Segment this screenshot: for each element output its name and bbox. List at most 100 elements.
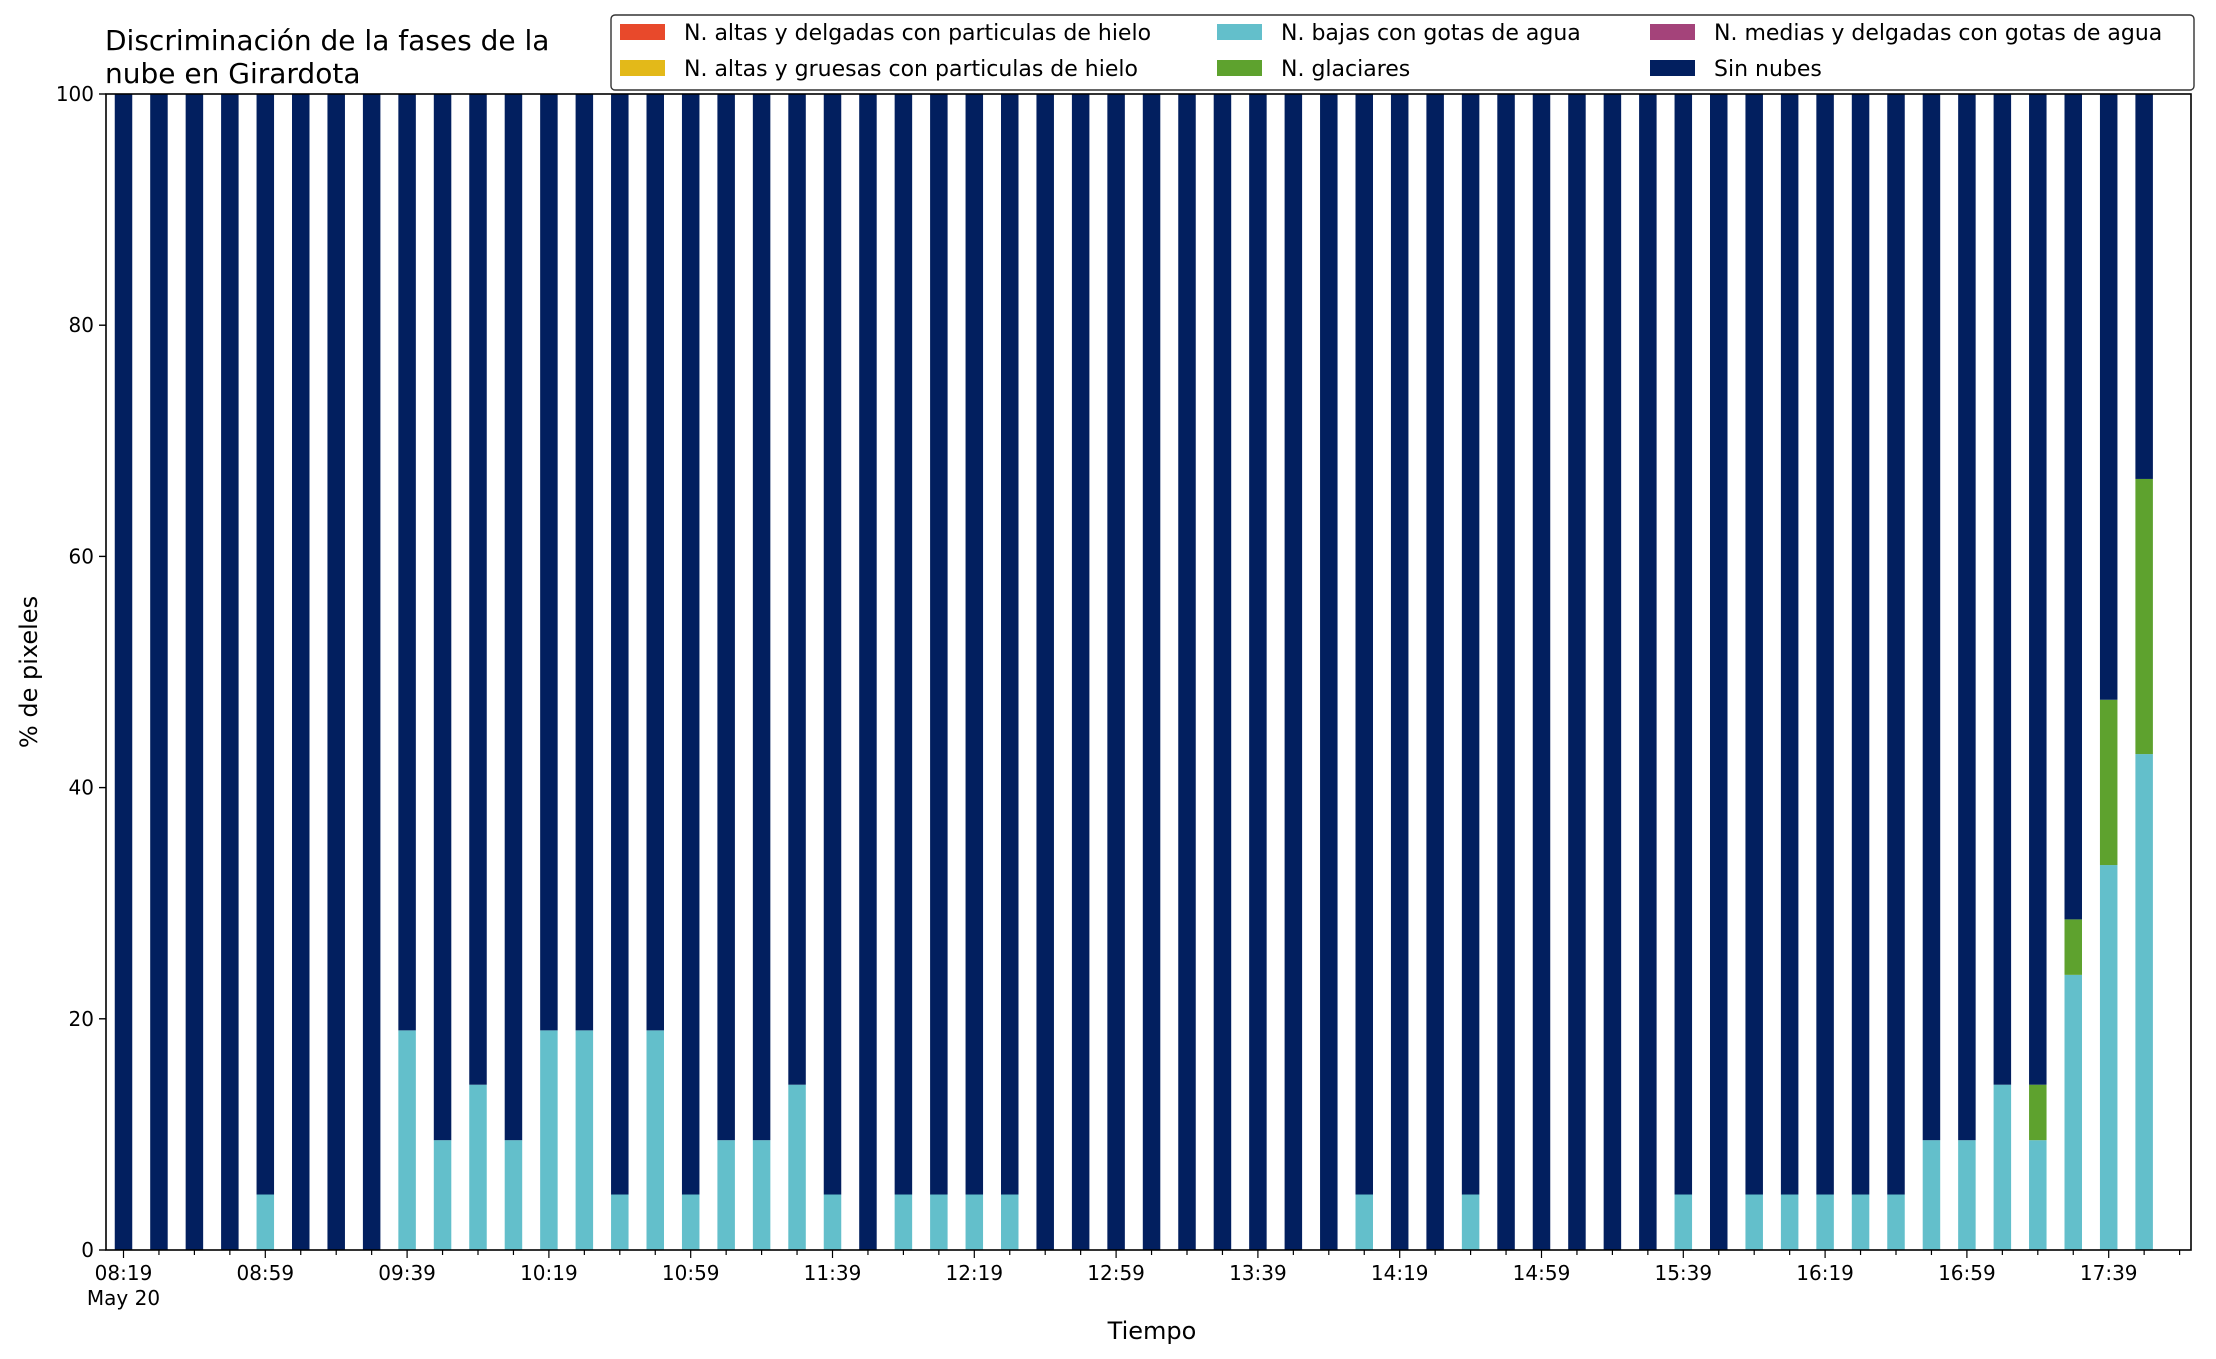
bar-segment — [1745, 1194, 1763, 1250]
legend-swatch — [1650, 60, 1695, 76]
bar-segment — [1355, 94, 1373, 1195]
legend-label: Sin nubes — [1714, 57, 1822, 82]
bar-segment — [1780, 1194, 1799, 1250]
x-tick-label: 12:19 — [945, 1261, 1003, 1285]
x-tick-label: 16:19 — [1796, 1261, 1854, 1285]
bars-group — [114, 94, 2153, 1250]
bar-segment — [327, 94, 345, 1250]
bar-segment — [752, 1140, 771, 1250]
bar-segment — [1674, 94, 1693, 1195]
bar-segment — [1710, 94, 1728, 1250]
x-tick-label: 08:59 — [236, 1261, 294, 1285]
bar-segment — [1461, 1194, 1480, 1250]
bar-segment — [611, 1194, 629, 1250]
bar-segment — [1816, 1194, 1834, 1250]
bar-segment — [1461, 94, 1480, 1195]
bar-segment — [1887, 94, 1905, 1195]
bar-segment — [398, 94, 416, 1031]
bar-segment — [1922, 1140, 1941, 1250]
bar-segment — [1497, 94, 1515, 1250]
x-tick-sublabel: May 20 — [87, 1286, 160, 1310]
bar-segment — [646, 94, 664, 1031]
bar-segment — [1568, 94, 1586, 1250]
bar-segment — [1107, 94, 1125, 1250]
x-tick-label: 12:59 — [1087, 1261, 1145, 1285]
bar-segment — [1603, 94, 1622, 1250]
plot-frame — [105, 93, 2192, 1251]
legend-label: N. glaciares — [1281, 57, 1410, 82]
bar-segment — [469, 94, 487, 1085]
bar-segment — [1284, 94, 1303, 1250]
bar-segment — [2099, 94, 2118, 700]
bar-segment — [823, 94, 842, 1195]
bar-segment — [1780, 94, 1799, 1195]
x-tick-label: 17:39 — [2080, 1261, 2138, 1285]
bar-segment — [1036, 94, 1054, 1250]
x-tick-label: 10:19 — [520, 1261, 578, 1285]
bar-segment — [823, 1194, 842, 1250]
bar-segment — [1674, 1194, 1693, 1250]
y-axis: 0 20 40 60 80 100 — [56, 82, 106, 1262]
legend-swatch — [1650, 24, 1695, 40]
bar-segment — [930, 94, 948, 1195]
bar-segment — [1993, 1084, 2012, 1250]
x-axis-label: Tiempo — [1107, 1317, 1197, 1345]
bar-segment — [1922, 94, 1941, 1141]
bar-segment — [150, 94, 168, 1250]
bar-segment — [292, 94, 310, 1250]
bar-segment — [646, 1030, 664, 1250]
bar-segment — [540, 1030, 558, 1250]
bar-segment — [433, 94, 452, 1141]
x-axis: 08:19 08:59 09:39 10:19 10:59 11:39 12:19 12:59… — [87, 1250, 2181, 1310]
bar-segment — [2029, 1140, 2047, 1250]
bar-segment — [540, 94, 558, 1031]
bar-segment — [575, 1030, 594, 1250]
bar-segment — [1390, 94, 1409, 1250]
x-tick-label: 13:39 — [1229, 1261, 1287, 1285]
x-tick-label: 16:59 — [1938, 1261, 1996, 1285]
bar-segment — [965, 94, 984, 1195]
bar-segment — [2135, 754, 2153, 1250]
bar-segment — [1958, 94, 1976, 1141]
chart-title-line-2: nube en Girardota — [105, 57, 360, 90]
y-tick-label: 60 — [69, 544, 94, 568]
bar-segment — [1355, 1194, 1373, 1250]
bar-segment — [1001, 1194, 1019, 1250]
bar-segment — [2029, 94, 2047, 1085]
legend-swatch — [620, 60, 665, 76]
bar-segment — [1213, 94, 1232, 1250]
bar-segment — [1851, 94, 1870, 1195]
bar-segment — [681, 94, 700, 1195]
legend-swatch — [1217, 24, 1262, 40]
bar-segment — [2064, 94, 2082, 920]
y-tick-label: 80 — [69, 313, 94, 337]
bar-segment — [2135, 478, 2153, 755]
bar-segment — [1001, 94, 1019, 1195]
y-tick-label: 0 — [81, 1238, 94, 1262]
bar-segment — [752, 94, 771, 1141]
bar-segment — [2135, 94, 2153, 479]
bar-segment — [788, 94, 806, 1085]
legend-label: N. altas y gruesas con particulas de hie… — [684, 57, 1138, 82]
bar-segment — [2029, 1084, 2047, 1141]
legend-swatch — [1217, 60, 1262, 76]
bar-segment — [1745, 94, 1763, 1195]
chart-title-line-1: Discriminación de la fases de la — [105, 24, 549, 57]
bar-segment — [894, 1194, 913, 1250]
bar-segment — [1958, 1140, 1976, 1250]
bar-segment — [1071, 94, 1090, 1250]
bar-segment — [930, 1194, 948, 1250]
bar-segment — [1532, 94, 1551, 1250]
bar-segment — [504, 94, 523, 1141]
bar-segment — [1249, 94, 1267, 1250]
x-tick-label: 09:39 — [378, 1261, 436, 1285]
bar-segment — [256, 94, 275, 1195]
x-tick-label: 10:59 — [662, 1261, 720, 1285]
bar-segment — [185, 94, 204, 1250]
x-tick-label: 11:39 — [804, 1261, 862, 1285]
bar-segment — [221, 94, 239, 1250]
legend-label: N. medias y delgadas con gotas de agua — [1714, 21, 2162, 46]
bar-segment — [2064, 974, 2082, 1250]
bar-segment — [504, 1140, 523, 1250]
